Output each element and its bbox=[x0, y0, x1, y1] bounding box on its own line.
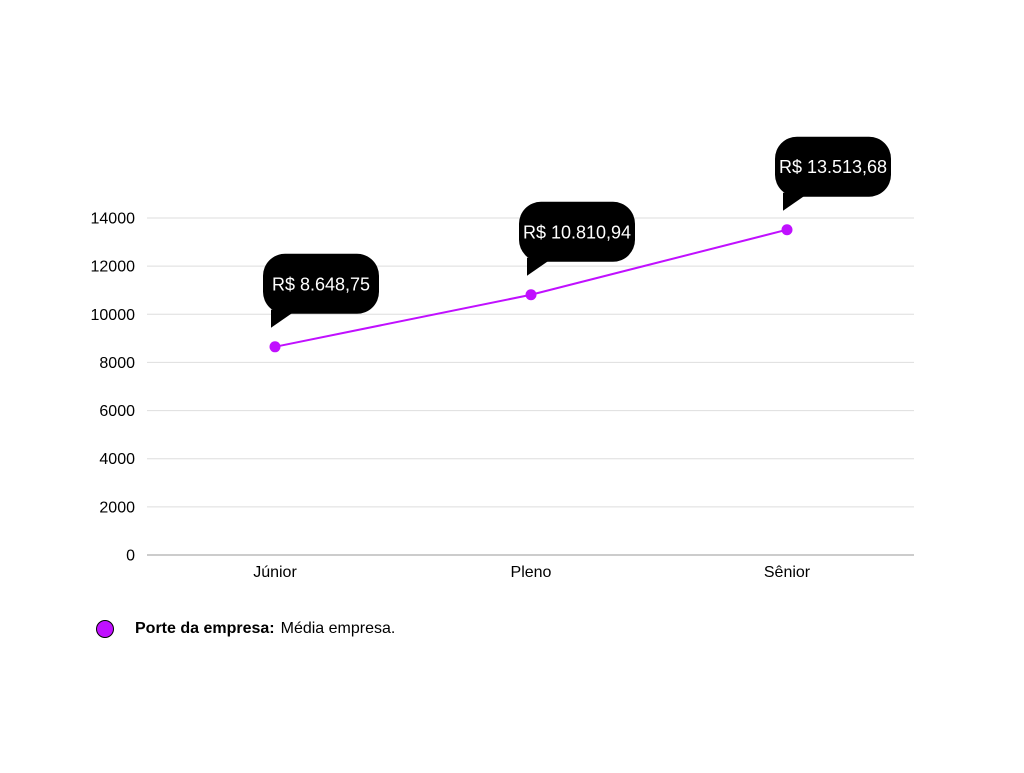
data-label-bubble: R$ 13.513,68 bbox=[775, 136, 891, 211]
data-label-bubbles: R$ 8.648,75 R$ 10.810,94 R$ 13.513,68 bbox=[263, 136, 891, 328]
y-tick-label: 6000 bbox=[99, 403, 135, 420]
legend-swatch-icon bbox=[96, 620, 114, 638]
y-tick-label: 8000 bbox=[99, 355, 135, 372]
x-tick-label: Sênior bbox=[764, 564, 811, 581]
y-axis-tick-labels: 0 2000 4000 6000 8000 10000 12000 14000 bbox=[91, 211, 136, 565]
data-label: R$ 13.513,68 bbox=[779, 157, 887, 177]
data-point bbox=[525, 289, 537, 301]
x-tick-label: Júnior bbox=[253, 564, 297, 581]
bubble-background bbox=[263, 253, 379, 314]
y-tick-label: 2000 bbox=[99, 499, 135, 516]
x-tick-label: Pleno bbox=[511, 564, 552, 581]
data-points bbox=[269, 224, 793, 353]
data-label: R$ 8.648,75 bbox=[272, 274, 370, 294]
y-tick-label: 0 bbox=[126, 548, 135, 565]
data-label-bubble: R$ 8.648,75 bbox=[263, 253, 379, 328]
data-point bbox=[269, 341, 281, 353]
y-tick-label: 4000 bbox=[99, 451, 135, 468]
legend-value: Média empresa. bbox=[280, 620, 396, 637]
data-label: R$ 10.810,94 bbox=[523, 222, 631, 242]
bubble-tail bbox=[783, 192, 809, 211]
bubble-background bbox=[519, 201, 635, 262]
data-point bbox=[781, 224, 793, 236]
x-axis-tick-labels: Júnior Pleno Sênior bbox=[253, 564, 811, 581]
y-tick-label: 12000 bbox=[91, 259, 136, 276]
legend: Porte da empresa: Média empresa. bbox=[96, 618, 395, 640]
y-tick-label: 14000 bbox=[91, 211, 136, 228]
bubble-tail bbox=[271, 309, 297, 328]
bubble-background bbox=[775, 136, 891, 197]
y-tick-label: 10000 bbox=[91, 307, 136, 324]
legend-label: Porte da empresa: bbox=[135, 620, 275, 637]
bubble-tail bbox=[527, 257, 553, 276]
data-label-bubble: R$ 10.810,94 bbox=[519, 201, 635, 276]
